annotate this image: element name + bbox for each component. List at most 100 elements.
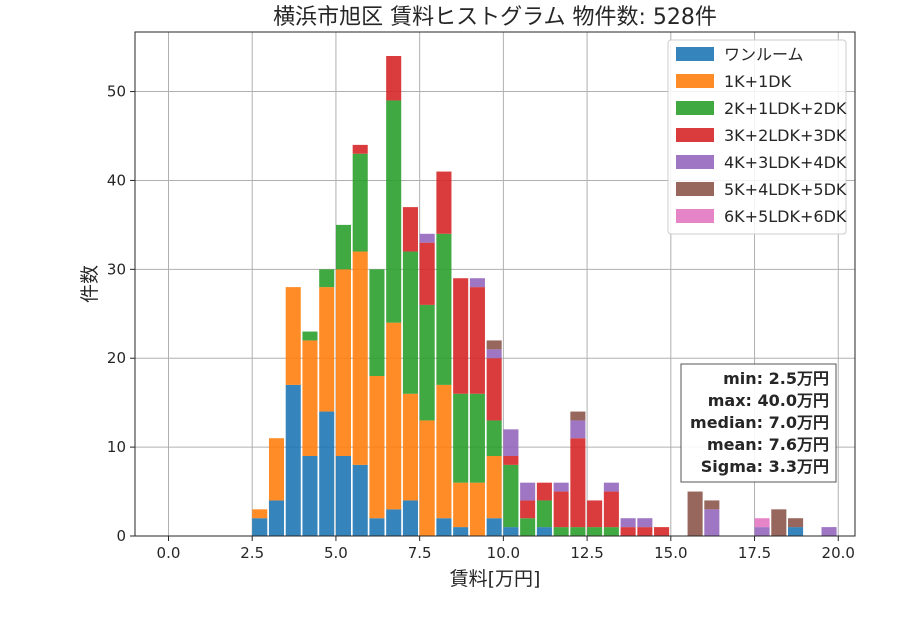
- bar-segment: [570, 420, 586, 439]
- bar-segment: [268, 500, 285, 536]
- bar-segment: [402, 251, 418, 394]
- bar-layer: [252, 56, 837, 536]
- bar-segment: [469, 287, 485, 394]
- stat-sigma: Sigma: 3.3万円: [701, 457, 829, 476]
- legend-label: 4K+3LDK+4DK: [724, 153, 847, 172]
- bar-segment: [754, 527, 770, 536]
- bar-segment: [687, 491, 703, 536]
- bar-segment: [335, 224, 351, 270]
- bar-segment: [704, 500, 720, 510]
- y-tick-label: 10: [107, 438, 126, 456]
- bar-segment: [654, 527, 670, 536]
- bar-segment: [386, 322, 402, 510]
- bar-segment: [536, 500, 552, 528]
- bar-segment: [453, 527, 469, 536]
- bar-segment: [637, 527, 653, 536]
- bar-segment: [603, 527, 619, 536]
- bar-segment: [369, 376, 385, 519]
- stat-median: median: 7.0万円: [690, 413, 829, 432]
- bar-segment: [503, 456, 519, 465]
- bar-segment: [386, 100, 402, 323]
- y-tick-label: 20: [107, 349, 126, 367]
- bar-segment: [285, 384, 301, 536]
- bar-segment: [335, 269, 351, 456]
- stat-mean: mean: 7.6万円: [707, 435, 829, 454]
- legend-swatch: [676, 155, 714, 169]
- x-tick-label: 10.0: [487, 544, 520, 562]
- stats-box-frame: [680, 363, 837, 483]
- bar-segment: [587, 527, 603, 536]
- bar-segment: [268, 438, 285, 501]
- bar-segment: [536, 482, 552, 501]
- legend: ワンルーム 1K+1DK 2K+1LDK+2DK 3K+2LDK+3DK 4K+3LDK…: [667, 39, 847, 235]
- x-axis-label: 賃料[万円]: [450, 568, 541, 590]
- bar-segment: [352, 464, 368, 536]
- bar-segment: [553, 482, 569, 492]
- bar-segment: [453, 278, 469, 394]
- bar-segment: [788, 527, 804, 536]
- bar-segment: [436, 233, 452, 385]
- bar-segment: [469, 482, 485, 536]
- bar-segment: [436, 171, 452, 234]
- bar-segment: [352, 251, 368, 465]
- bar-segment: [352, 153, 368, 252]
- bar-segment: [637, 518, 653, 528]
- bar-segment: [419, 420, 435, 536]
- bar-segment: [570, 527, 586, 536]
- stats-box: min: 2.5万円 max: 40.0万円 median: 7.0万円 mea…: [680, 363, 837, 483]
- bar-segment: [319, 411, 335, 536]
- bar-segment: [553, 527, 569, 536]
- bar-segment: [252, 518, 268, 536]
- bar-segment: [302, 456, 318, 536]
- bar-segment: [486, 349, 502, 359]
- bar-segment: [402, 207, 418, 252]
- bar-segment: [302, 331, 318, 341]
- bar-segment: [603, 491, 619, 528]
- y-axis-ticks: 0 10 20 30 40 50: [107, 83, 135, 545]
- bar-segment: [620, 518, 636, 528]
- y-axis-label: 件数: [79, 265, 101, 303]
- stat-min: min: 2.5万円: [723, 369, 829, 388]
- bar-segment: [503, 527, 519, 536]
- bar-segment: [386, 56, 402, 101]
- bar-segment: [419, 233, 435, 243]
- x-tick-label: 12.5: [570, 544, 603, 562]
- bar-segment: [788, 518, 804, 528]
- bar-segment: [520, 518, 536, 536]
- bar-segment: [570, 438, 586, 528]
- bar-segment: [553, 491, 569, 528]
- legend-swatch: [676, 128, 714, 142]
- bar-segment: [771, 509, 787, 536]
- bar-segment: [335, 456, 351, 536]
- bar-segment: [570, 411, 586, 421]
- bar-segment: [520, 482, 536, 501]
- bar-segment: [821, 527, 837, 536]
- x-axis-ticks: 0.0 2.5 5.0 7.5 10.0 12.5 15.0 17.5 20.0: [157, 536, 855, 562]
- legend-label: 2K+1LDK+2DK: [724, 99, 847, 118]
- plot-frame: [134, 31, 856, 537]
- bar-segment: [486, 456, 502, 519]
- legend-label: ワンルーム: [724, 45, 804, 64]
- bar-segment: [603, 482, 619, 492]
- legend-label: 6K+5LDK+6DK: [724, 207, 847, 226]
- x-tick-label: 20.0: [822, 544, 855, 562]
- bar-segment: [453, 393, 469, 483]
- x-tick-label: 5.0: [324, 544, 348, 562]
- bar-segment: [486, 340, 502, 350]
- bar-segment: [520, 500, 536, 519]
- legend-swatch: [676, 74, 714, 88]
- bar-segment: [386, 509, 402, 536]
- legend-label: 1K+1DK: [724, 72, 792, 91]
- legend-swatch: [676, 47, 714, 61]
- bar-segment: [419, 242, 435, 305]
- x-tick-label: 17.5: [738, 544, 771, 562]
- y-tick-label: 50: [107, 83, 126, 101]
- bar-segment: [436, 384, 452, 519]
- bar-segment: [369, 269, 385, 376]
- bar-segment: [704, 509, 720, 536]
- bar-segment: [486, 518, 502, 536]
- bar-segment: [486, 358, 502, 421]
- x-tick-label: 15.0: [654, 544, 687, 562]
- bar-segment: [503, 429, 519, 456]
